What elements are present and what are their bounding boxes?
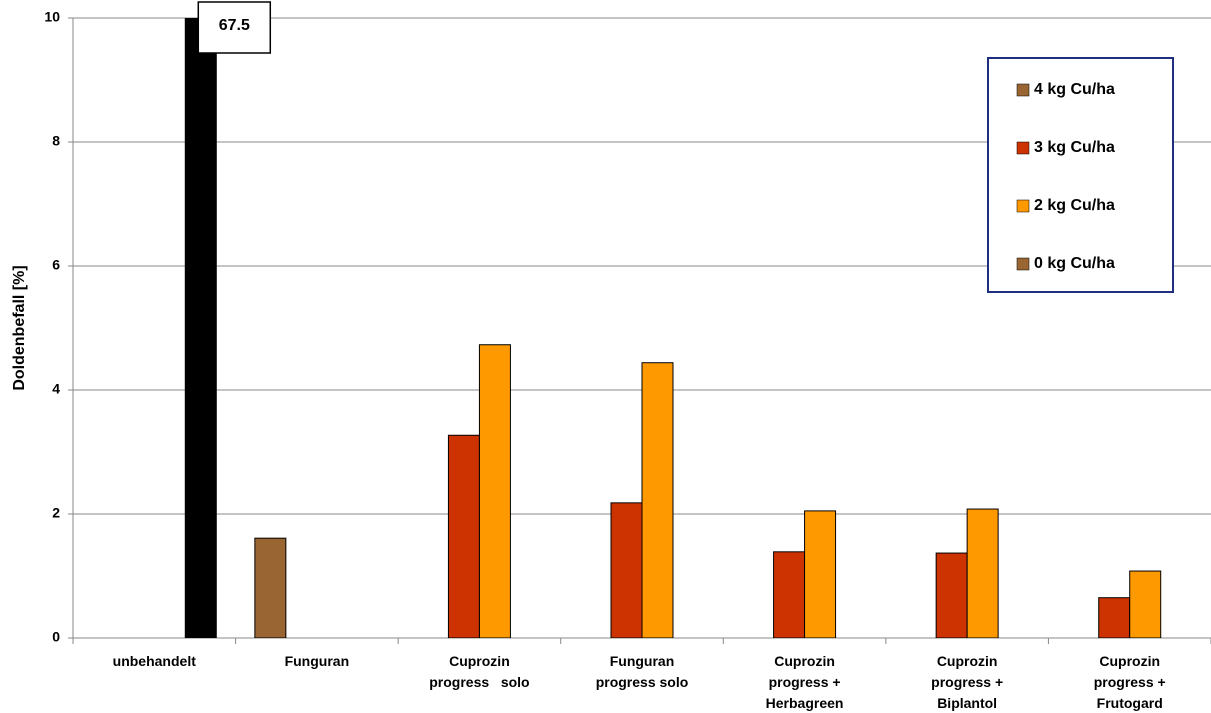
value-label: 67.5 (219, 17, 250, 34)
legend-swatch (1016, 141, 1030, 155)
legend-swatch (1016, 257, 1030, 271)
legend-label: 2 kg Cu/ha (1034, 197, 1115, 214)
bar (1129, 570, 1162, 638)
x-tick-label: Cuprozin progress + Frutogard (1094, 653, 1166, 711)
y-tick-label: 10 (44, 9, 60, 25)
legend-label: 0 kg Cu/ha (1034, 255, 1115, 272)
y-tick-label: 6 (52, 257, 60, 273)
plot-area (184, 18, 1162, 638)
legend-swatch (1016, 199, 1030, 213)
x-tick-label: Cuprozin progress + Herbagreen (766, 653, 844, 711)
legend-box (987, 57, 1174, 293)
bar (447, 434, 480, 638)
x-tick-label: Cuprozin progress + Biplantol (931, 653, 1003, 711)
legend-label: 3 kg Cu/ha (1034, 139, 1115, 156)
legend-swatch (1016, 83, 1030, 97)
bar (935, 552, 968, 638)
value-label-box (197, 1, 272, 54)
x-tick-label: Cuprozin progress solo (429, 653, 529, 690)
y-tick-label: 2 (52, 505, 60, 521)
bar (478, 344, 511, 638)
bar (1098, 597, 1131, 638)
bar (966, 508, 999, 638)
y-tick-label: 4 (52, 381, 60, 397)
bar (254, 537, 287, 638)
legend-label: 4 kg Cu/ha (1034, 81, 1115, 98)
bar (184, 18, 217, 638)
bar (610, 502, 643, 638)
x-tick-label: Funguran progress solo (596, 653, 689, 690)
bar (804, 510, 837, 638)
y-axis-label: Doldenbefall [%] (11, 265, 28, 390)
bar (773, 551, 806, 638)
x-tick-label: unbehandelt (113, 653, 197, 669)
y-tick-label: 0 (52, 629, 60, 645)
y-tick-label: 8 (52, 133, 60, 149)
bar (641, 362, 674, 638)
x-tick-label: Funguran (285, 653, 350, 669)
